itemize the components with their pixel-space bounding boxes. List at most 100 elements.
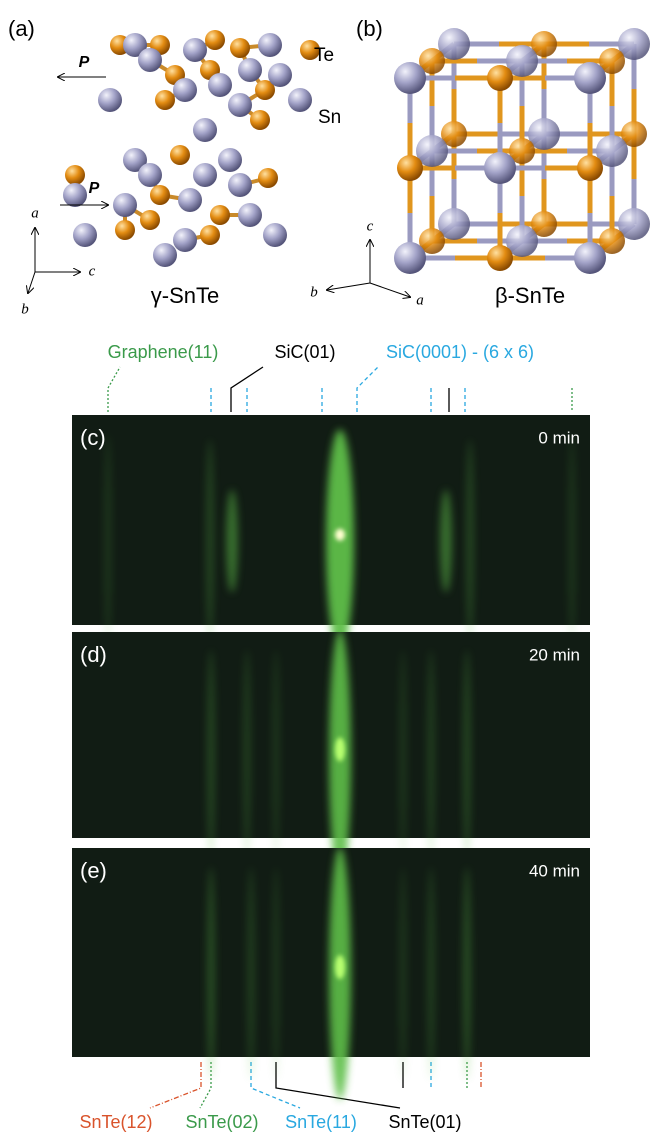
- axis: [28, 272, 35, 293]
- atom: [238, 58, 262, 82]
- atom: [98, 88, 122, 112]
- polarization: P: [79, 54, 90, 71]
- annotation: SnTe(01): [388, 1112, 461, 1132]
- structure-title: β-SnTe: [495, 283, 565, 308]
- atom: [155, 90, 175, 110]
- connector: [150, 1062, 201, 1108]
- time-label: 0 min: [538, 428, 580, 447]
- connector: [357, 367, 378, 412]
- atom: [487, 65, 513, 91]
- figure: (a) P P Te Sn a c b γ-SnTe (b) c b a β-S…: [0, 0, 652, 1137]
- atom: [138, 48, 162, 72]
- streak: [206, 440, 214, 643]
- atom: [394, 242, 426, 274]
- atom: [484, 152, 516, 184]
- atom: [65, 165, 85, 185]
- rheed-images: (c) 0 min (d) 20 min (e) 40 min: [72, 415, 590, 1100]
- panel-label: (c): [80, 425, 106, 450]
- time-label: 20 min: [529, 645, 580, 664]
- atom: [250, 110, 270, 130]
- axis: [370, 283, 410, 297]
- spot: [335, 529, 345, 541]
- streak: [440, 490, 452, 593]
- atom-label: Sn: [318, 107, 341, 128]
- beta-structure: [394, 28, 650, 274]
- axis-label: b: [21, 301, 29, 317]
- spot: [335, 955, 345, 979]
- atom: [193, 163, 217, 187]
- annotation: SiC(0001) - (6 x 6): [386, 342, 534, 362]
- atom: [193, 118, 217, 142]
- atom: [263, 223, 287, 247]
- axis-label: a: [31, 205, 39, 221]
- streak: [243, 650, 251, 862]
- time-label: 40 min: [529, 861, 580, 880]
- streak: [568, 435, 576, 648]
- streak: [104, 435, 112, 648]
- atom: [258, 168, 278, 188]
- atom: [288, 88, 312, 112]
- atom: [258, 33, 282, 57]
- atom: [170, 145, 190, 165]
- atom: [228, 173, 252, 197]
- atom: [208, 73, 232, 97]
- atom: [150, 185, 170, 205]
- spot: [335, 737, 345, 761]
- axis-label: a: [416, 292, 424, 308]
- atom: [173, 228, 197, 252]
- annotation: SnTe(12): [79, 1112, 152, 1132]
- annotation: SnTe(11): [285, 1112, 357, 1132]
- streak: [399, 867, 407, 1080]
- atom: [138, 163, 162, 187]
- atom: [394, 62, 426, 94]
- connector: [108, 367, 120, 412]
- atom-label: Te: [314, 45, 334, 66]
- streak: [427, 867, 435, 1080]
- streak: [226, 490, 238, 593]
- atom: [73, 223, 97, 247]
- atom: [230, 38, 250, 58]
- atom: [210, 205, 230, 225]
- streak: [247, 867, 255, 1080]
- atom: [178, 188, 202, 212]
- atom: [487, 245, 513, 271]
- atom: [113, 193, 137, 217]
- atom: [153, 243, 177, 267]
- streak: [207, 867, 215, 1080]
- streak: [207, 650, 215, 862]
- atom: [218, 148, 242, 172]
- atom: [63, 183, 87, 207]
- panel-label: (a): [8, 16, 35, 41]
- atom: [577, 155, 603, 181]
- streak: [399, 650, 407, 862]
- atom: [228, 93, 252, 117]
- atom: [574, 242, 606, 274]
- atom: [140, 210, 160, 230]
- structure-title: γ-SnTe: [151, 283, 219, 308]
- streak: [326, 430, 354, 653]
- annotation: SiC(01): [274, 342, 335, 362]
- axis-label: c: [89, 263, 96, 279]
- streak: [272, 867, 280, 1080]
- polarization: P: [89, 180, 100, 197]
- panel-label: (d): [80, 642, 107, 667]
- annotation: SnTe(02): [185, 1112, 258, 1132]
- panel-label: (e): [80, 858, 107, 883]
- gamma-structure: [63, 30, 320, 267]
- annotation: Graphene(11): [108, 342, 219, 362]
- streak: [463, 867, 471, 1080]
- panel-label: (b): [356, 16, 383, 41]
- atom: [205, 30, 225, 50]
- atom: [268, 63, 292, 87]
- atom: [397, 155, 423, 181]
- axis-label: c: [367, 218, 374, 234]
- atom: [115, 220, 135, 240]
- axis-label: b: [310, 284, 318, 300]
- axis: [327, 283, 370, 290]
- streak: [272, 650, 280, 862]
- atom: [200, 225, 220, 245]
- atom: [173, 78, 197, 102]
- streak: [463, 650, 471, 862]
- streak: [466, 440, 474, 643]
- atom: [574, 62, 606, 94]
